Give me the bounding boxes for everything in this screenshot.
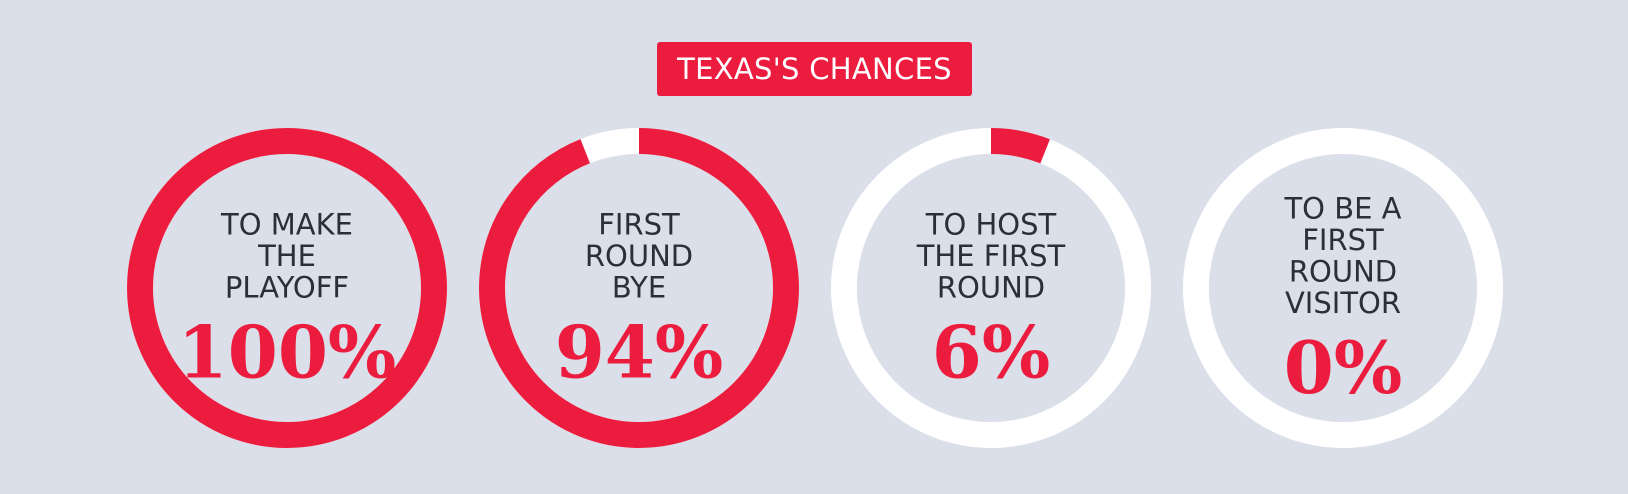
donut-track — [1183, 128, 1503, 448]
donut-value-arc — [127, 128, 447, 448]
donut-label-line: TO HOST — [925, 207, 1057, 241]
donut-label-line: THE FIRST — [916, 239, 1066, 273]
donut-value-label: 94% — [555, 309, 724, 394]
donut-value-arc — [831, 128, 1151, 448]
donut-label-line: ROUND — [1289, 255, 1397, 289]
donut-value-label: 6% — [932, 309, 1051, 394]
donut-label-line: FIRST — [598, 207, 680, 241]
donut-label-line: BYE — [612, 270, 666, 304]
donut-label-line: ROUND — [937, 270, 1045, 304]
donut-label-line: TO MAKE — [220, 207, 353, 241]
donut-label-line: ROUND — [585, 239, 693, 273]
donut-value-arc — [479, 128, 799, 448]
donut-label-line: TO BE A — [1283, 192, 1401, 226]
donut-label-line: VISITOR — [1285, 286, 1401, 320]
donut-label-line: PLAYOFF — [225, 270, 349, 304]
donut-value-label: 100% — [178, 309, 397, 394]
donut-label-line: FIRST — [1302, 223, 1384, 257]
donut-label-line: THE — [257, 239, 316, 273]
chart-title: TEXAS'S CHANCES — [657, 42, 972, 96]
donut-value-label: 0% — [1284, 325, 1403, 410]
